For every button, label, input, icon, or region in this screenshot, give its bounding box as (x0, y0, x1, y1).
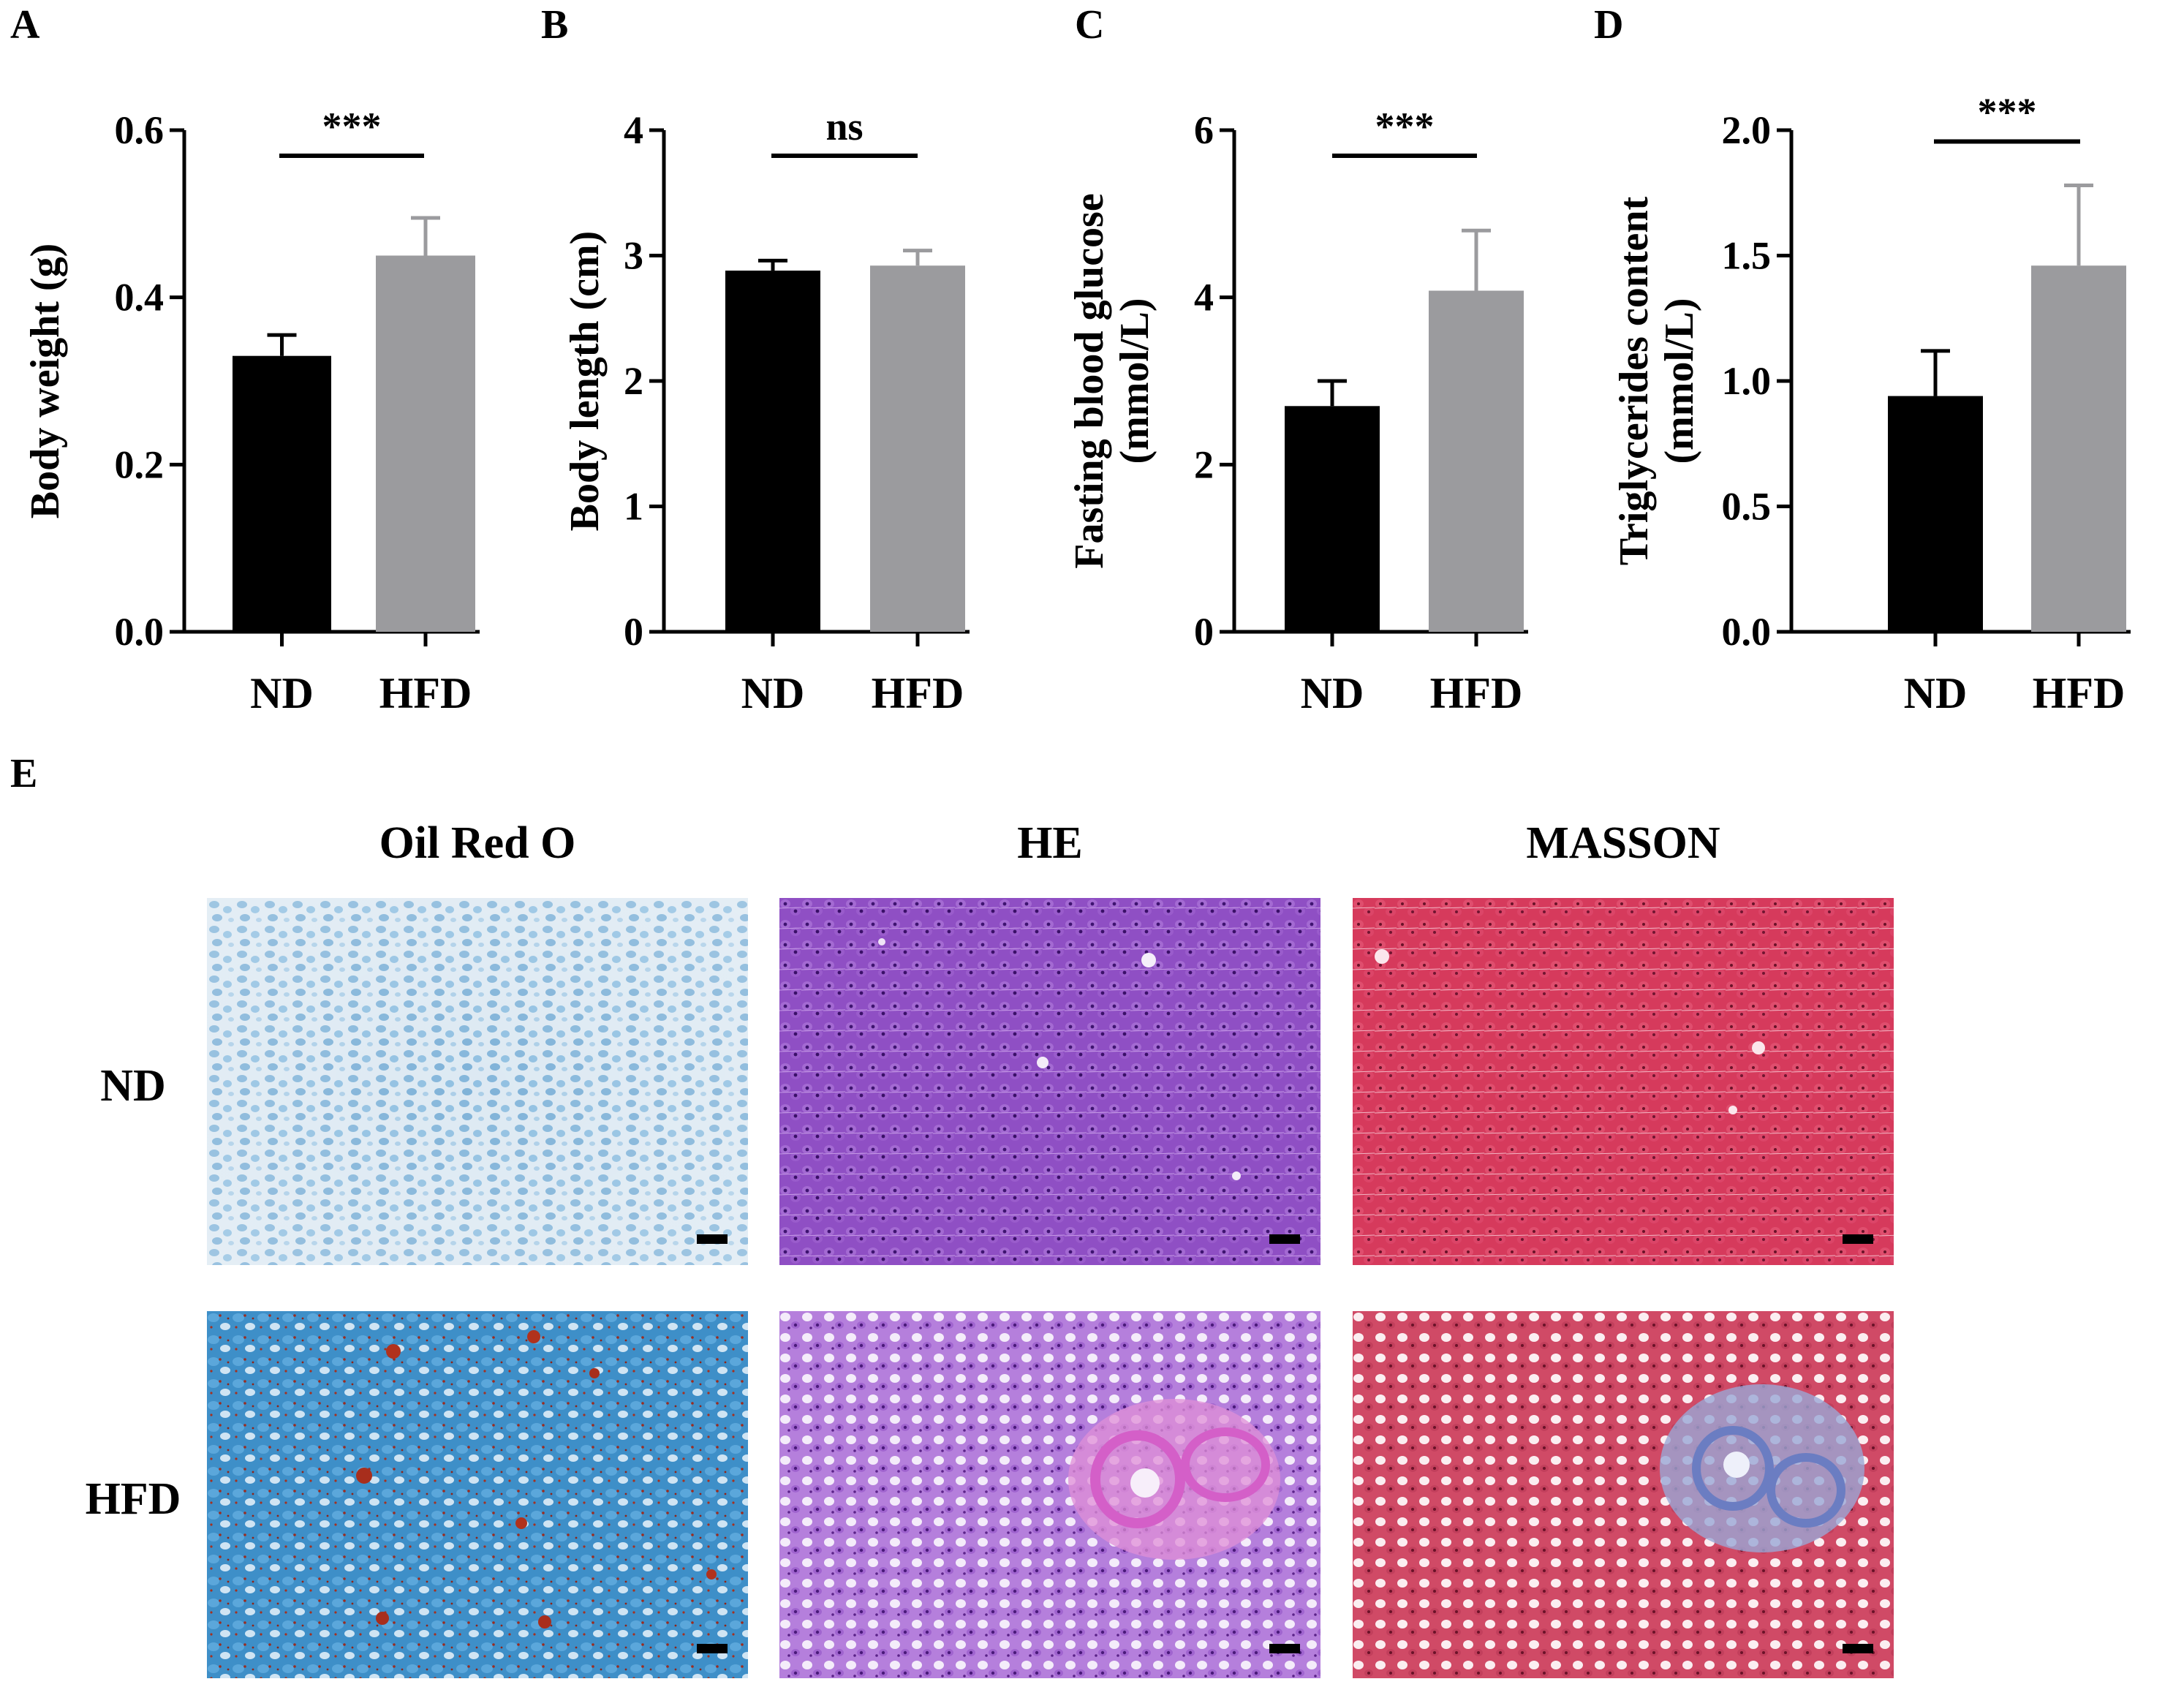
bar-nd (233, 355, 331, 632)
panel-letter-d: D (1594, 2, 1624, 48)
y-axis-title: (mmol/L) (1112, 298, 1157, 464)
y-tick-label: 0 (624, 610, 643, 654)
bar-nd (725, 271, 820, 632)
micrograph-nd-oil-red-o (207, 898, 748, 1265)
y-tick-label: 1.0 (1722, 359, 1772, 403)
y-tick-label: 0.2 (115, 442, 165, 486)
y-tick-label: 0 (1194, 610, 1214, 654)
row-label-hfd: HFD (85, 1474, 181, 1524)
y-tick-label: 0.4 (115, 276, 165, 320)
scale-bar (1843, 1644, 1873, 1653)
x-tick-label: ND (1301, 669, 1364, 717)
bar-hfd (870, 265, 965, 632)
y-axis-title: Fasting blood glucose (1067, 193, 1112, 568)
micrograph-nd-masson (1353, 898, 1894, 1265)
bar-nd (1285, 406, 1380, 632)
bar-hfd (2031, 265, 2126, 632)
bar-nd (1888, 396, 1983, 632)
y-tick-label: 4 (1194, 276, 1214, 320)
y-tick-label: 0.0 (115, 610, 165, 654)
y-tick-label: 1.5 (1722, 234, 1772, 278)
y-axis-title: (mmol/L) (1657, 298, 1702, 464)
micrograph-hfd-oil-red-o (207, 1311, 748, 1678)
y-axis-title: Body length (cm) (562, 231, 608, 532)
y-tick-label: 2 (1194, 442, 1214, 486)
significance-label: *** (1978, 90, 2037, 134)
x-tick-label: HFD (379, 669, 472, 717)
x-tick-label: HFD (872, 669, 964, 717)
scale-bar (697, 1234, 728, 1244)
column-title-oil-red-o: Oil Red O (379, 818, 576, 868)
micrograph-hfd-he (779, 1311, 1320, 1678)
scale-bar (1269, 1644, 1300, 1653)
x-tick-label: ND (741, 669, 805, 717)
bar-charts: 0.0 0.2 0.4 0.6 Body weight (g) ND HFD *** 0 1 2 3 4… (23, 90, 2131, 717)
panel-letter-b: B (541, 2, 569, 48)
panel-letter-a: A (10, 2, 40, 48)
y-tick-label: 0.5 (1722, 485, 1772, 529)
y-tick-label: 0.0 (1722, 610, 1772, 654)
column-title-masson: MASSON (1526, 818, 1720, 868)
significance-label: *** (1375, 105, 1435, 148)
x-tick-label: ND (1904, 669, 1968, 717)
y-tick-label: 4 (624, 108, 643, 152)
column-title-he: HE (1017, 818, 1083, 868)
bar-hfd (1429, 290, 1524, 632)
x-tick-label: ND (250, 669, 314, 717)
y-tick-label: 0.6 (115, 108, 165, 152)
micrograph-hfd-masson (1353, 1311, 1894, 1678)
y-tick-label: 6 (1194, 108, 1214, 152)
y-tick-label: 2 (624, 359, 643, 403)
scale-bar (697, 1644, 728, 1653)
x-tick-label: HFD (1430, 669, 1523, 717)
y-axis-title: Body weight (g) (23, 244, 68, 518)
panel-letter-c: C (1075, 2, 1105, 48)
bar-hfd (376, 255, 475, 632)
row-label-nd: ND (100, 1061, 166, 1111)
micrograph-nd-he (779, 898, 1320, 1265)
significance-label: ns (825, 105, 863, 148)
y-axis-title: Triglycerides content (1611, 196, 1657, 565)
y-tick-label: 3 (624, 234, 643, 278)
significance-label: *** (322, 105, 382, 148)
x-tick-label: HFD (2033, 669, 2126, 717)
y-tick-label: 2.0 (1722, 108, 1772, 152)
y-tick-label: 1 (624, 485, 643, 529)
scale-bar (1269, 1234, 1300, 1244)
scale-bar (1843, 1234, 1873, 1244)
panel-letter-e: E (10, 751, 38, 796)
